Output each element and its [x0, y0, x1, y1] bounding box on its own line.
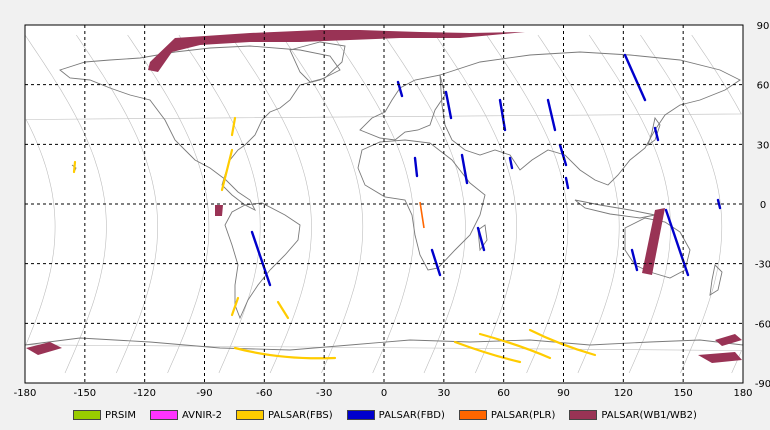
legend-item-palsar-plr: PALSAR(PLR) — [458, 409, 556, 421]
latitude-tick-label: -30 — [755, 260, 770, 271]
legend-label: PALSAR(FBS) — [267, 409, 333, 421]
swath-wb-arctic — [148, 30, 525, 72]
latitude-tick-label: 90 — [757, 21, 770, 32]
observation-swaths — [26, 30, 742, 364]
legend-swatch — [569, 410, 598, 420]
coastline-africa — [357, 139, 486, 271]
legend-label: PALSAR(WB1/WB2) — [601, 409, 697, 421]
swath-fbd-8 — [508, 156, 514, 170]
longitude-tick-label: 150 — [674, 388, 693, 399]
legend-label: PALSAR(FBD) — [378, 409, 445, 421]
coastline-south-america — [224, 202, 301, 320]
coastline-asia — [439, 51, 741, 186]
longitude-tick-label: 30 — [437, 388, 450, 399]
orbit-track — [76, 34, 158, 374]
orbit-track — [332, 34, 415, 374]
swath-wb-antarctic-west — [26, 342, 62, 355]
legend-swatch — [149, 410, 178, 420]
swath-fbd-13 — [476, 226, 486, 252]
swath-fbs-5 — [276, 300, 290, 320]
swath-fbd-6 — [413, 156, 419, 178]
latitude-tick-label: 0 — [760, 200, 766, 211]
orbit-track — [25, 34, 742, 374]
legend-label: PRSIM — [105, 409, 136, 421]
swath-fbs-6 — [233, 346, 337, 360]
orbit-track — [178, 34, 261, 374]
swath-fbd-9 — [558, 143, 568, 167]
longitude-tick-labels: -180 -150 -120 -90 -60 -30 0 30 60 90 120 150 180 — [14, 388, 753, 399]
coastline-japan — [647, 116, 661, 147]
latitude-tick-label: 60 — [757, 81, 770, 92]
longitude-tick-label: 180 — [733, 388, 752, 399]
legend-item-palsar-fbd: PALSAR(FBD) — [346, 409, 445, 421]
longitude-tick-label: -30 — [316, 388, 332, 399]
longitude-tick-label: -180 — [14, 388, 37, 399]
map-background — [25, 25, 743, 383]
longitude-tick-label: -90 — [196, 388, 212, 399]
legend: PRSIM AVNIR-2 PALSAR(FBS) PALSAR(FBD) PA… — [0, 400, 770, 430]
legend-item-avnir2: AVNIR-2 — [149, 409, 222, 421]
latitude-tick-label: -90 — [755, 379, 770, 390]
coastline-indonesia — [574, 199, 656, 219]
swath-wb-south-america — [215, 205, 223, 216]
swath-wb-antarctic-east-2 — [698, 352, 742, 363]
longitude-tick-label: 120 — [614, 388, 633, 399]
swath-fbd-4 — [546, 98, 557, 132]
swath-fbd-15 — [630, 248, 639, 272]
swath-plr-1 — [419, 201, 425, 229]
swath-fbd-14 — [430, 248, 442, 277]
swath-fbs-4 — [230, 296, 240, 317]
swath-fbs-8 — [478, 332, 552, 360]
legend-item-palsar-fbs: PALSAR(FBS) — [235, 409, 333, 421]
swath-fbd-16 — [664, 208, 690, 277]
longitude-tick-label: 60 — [497, 388, 510, 399]
world-map: -180 -150 -120 -90 -60 -30 0 30 60 90 120 150 180 90… — [14, 21, 770, 399]
legend-swatch — [73, 410, 102, 420]
legend-item-palsar-wb: PALSAR(WB1/WB2) — [569, 410, 697, 421]
map-border — [24, 24, 744, 384]
coastline-madagascar — [477, 224, 488, 252]
swath-wb-antarctic-east — [715, 334, 742, 346]
orbit-track — [435, 34, 517, 374]
legend-label: AVNIR-2 — [181, 409, 222, 421]
swath-fbd-10 — [564, 176, 570, 190]
swath-fbd-11 — [653, 126, 660, 142]
legend-label: PALSAR(PLR) — [490, 409, 556, 421]
swath-fbd-5 — [623, 53, 647, 102]
legend-swatch — [346, 410, 375, 420]
swath-fbs-7 — [453, 340, 522, 364]
latitude-tick-label: 30 — [757, 140, 770, 151]
swath-fbd-12 — [250, 230, 272, 287]
longitude-tick-label: -60 — [256, 388, 272, 399]
swath-fbs-3 — [72, 160, 77, 174]
latitude-tick-labels: 90 60 30 0 -30 -60 -90 — [755, 21, 770, 390]
longitude-tick-label: -150 — [73, 388, 96, 399]
orbit-track — [229, 34, 312, 374]
coastline-new-zealand — [709, 264, 723, 296]
coastline-greenland — [289, 41, 346, 83]
swath-wb-australia — [642, 208, 665, 275]
swath-fbs-2 — [220, 148, 234, 192]
swath-fbs-1 — [230, 116, 237, 137]
legend-item-prsim: PRSIM — [73, 410, 136, 421]
latitude-tick-label: -60 — [755, 319, 770, 330]
coastline-antarctica — [24, 337, 744, 351]
orbit-track — [537, 34, 620, 374]
legend-swatch — [235, 410, 264, 420]
swath-fbd-17 — [716, 198, 722, 210]
coastline-europe — [359, 74, 446, 141]
orbit-track — [640, 34, 723, 374]
swath-fbd-2 — [444, 90, 453, 120]
legend-swatch — [458, 410, 487, 420]
swath-fbd-7 — [460, 153, 469, 185]
swath-fbs-9 — [528, 328, 597, 357]
swath-fbd-3 — [498, 98, 507, 132]
longitude-tick-label: -120 — [133, 388, 156, 399]
longitude-tick-label: 0 — [381, 388, 387, 399]
longitude-tick-label: 90 — [557, 388, 570, 399]
